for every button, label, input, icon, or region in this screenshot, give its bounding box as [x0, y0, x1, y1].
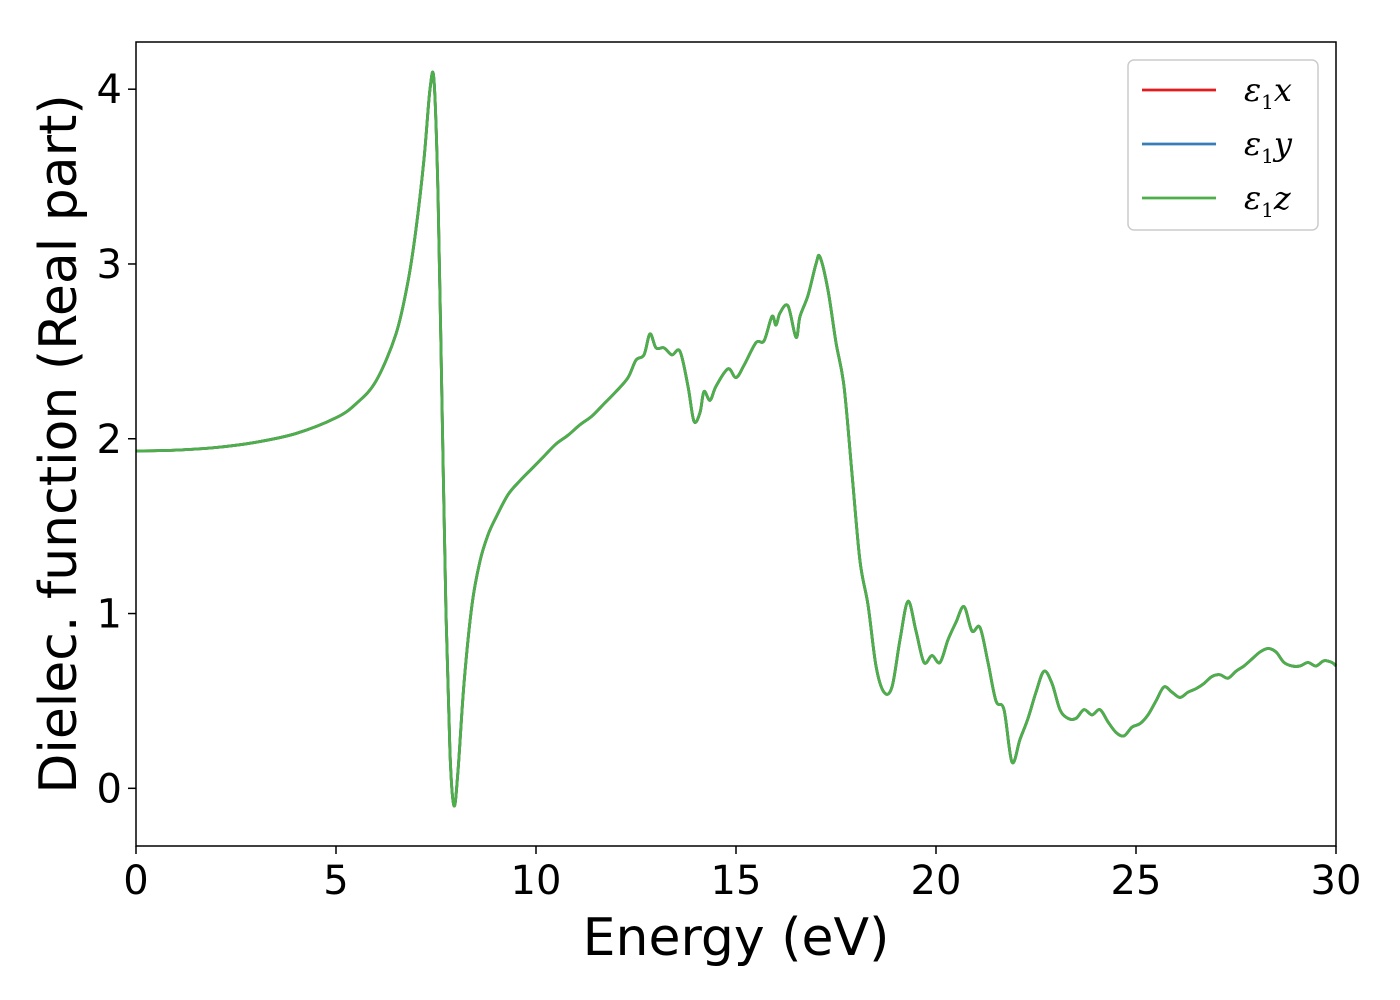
x-tick-label: 15 — [711, 858, 762, 904]
series-line-3 — [135, 70, 1337, 808]
x-axis-label: Energy (eV) — [583, 908, 890, 968]
legend-label: ε1z — [1244, 179, 1292, 222]
x-tick-label: 0 — [123, 858, 148, 904]
y-tick-label: 4 — [97, 67, 122, 113]
y-tick-label: 0 — [97, 766, 122, 812]
x-tick-label: 25 — [1111, 858, 1162, 904]
legend-label: ε1x — [1244, 71, 1292, 114]
legend: ε1x ε1y ε1z — [1127, 59, 1319, 231]
y-tick-label: 2 — [97, 417, 122, 463]
series-lines — [135, 70, 1337, 808]
legend-box — [1127, 59, 1319, 231]
x-tick-label: 5 — [323, 858, 348, 904]
x-axis-ticks: 0 5 10 15 20 25 30 — [123, 846, 1361, 904]
y-axis-label: Dielec. function (Real part) — [29, 94, 89, 793]
x-tick-label: 20 — [911, 858, 962, 904]
y-tick-label: 1 — [97, 592, 122, 638]
y-tick-label: 3 — [97, 242, 122, 288]
y-axis-ticks: 0 1 2 3 4 — [97, 67, 136, 812]
x-tick-label: 10 — [511, 858, 562, 904]
x-tick-label: 30 — [1311, 858, 1362, 904]
legend-label: ε1y — [1244, 125, 1293, 168]
